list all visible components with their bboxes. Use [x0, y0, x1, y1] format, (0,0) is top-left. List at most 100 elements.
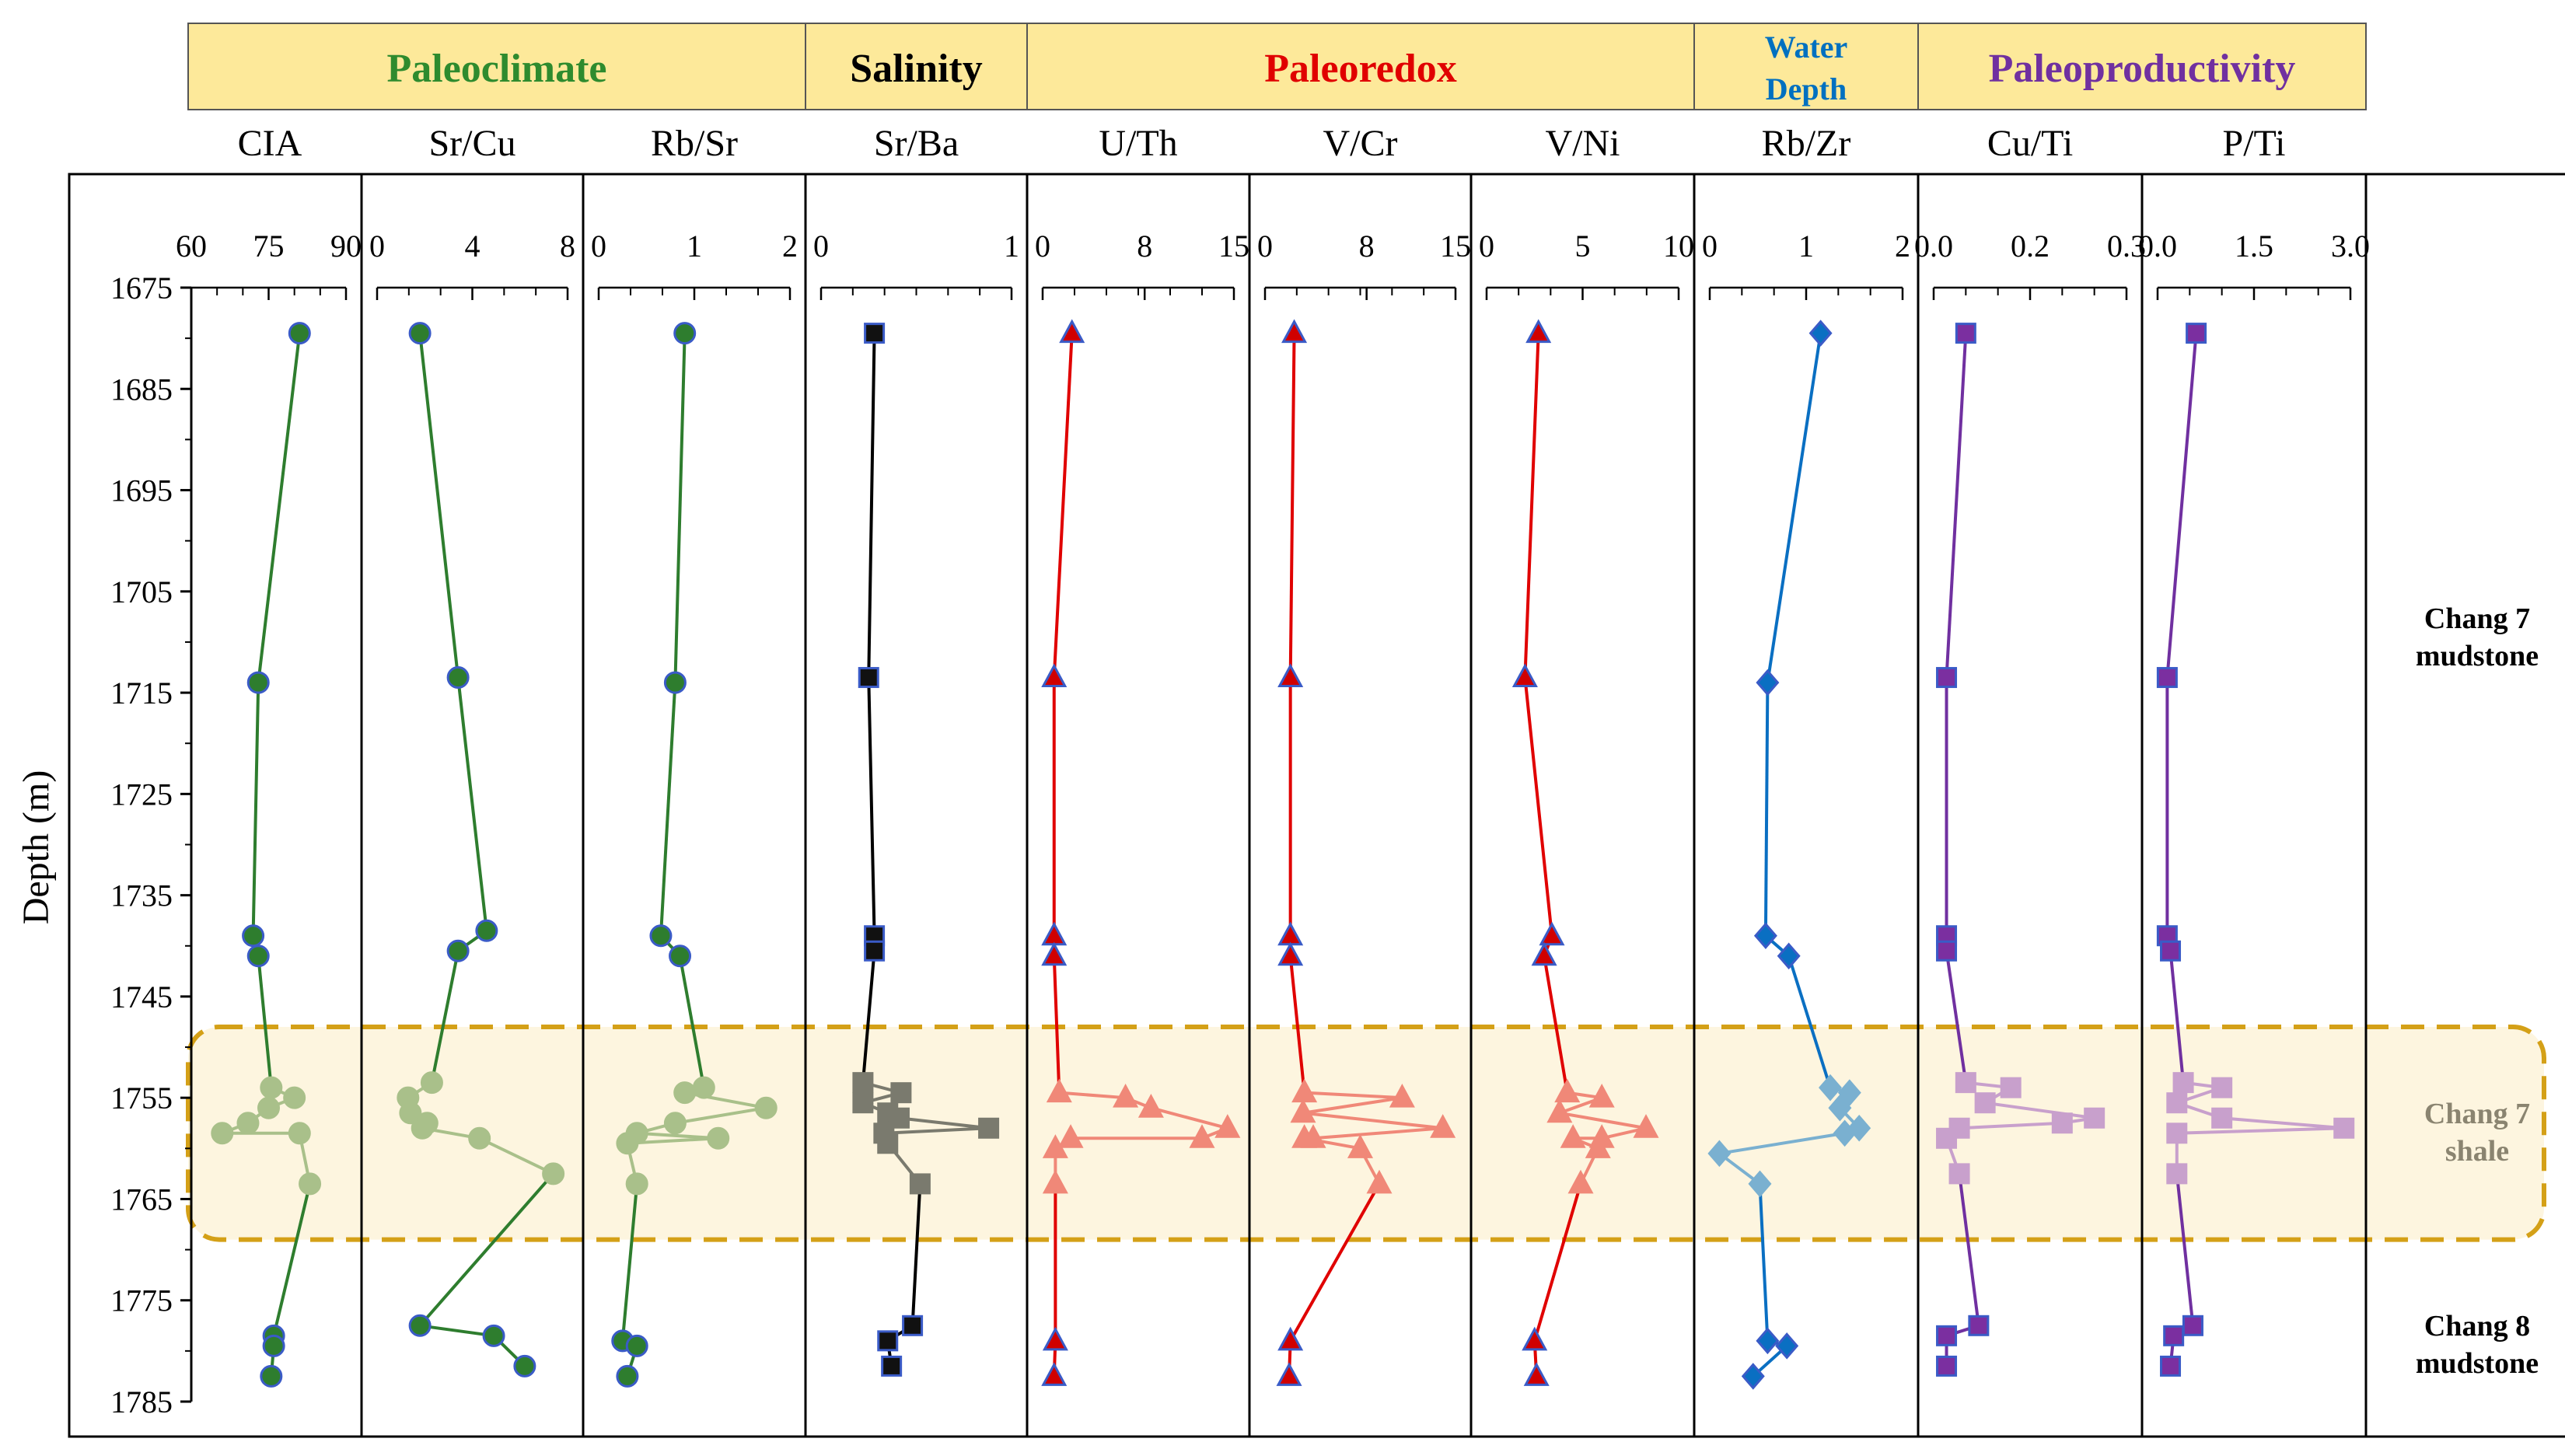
value-tick-label: 0 [369, 229, 385, 264]
data-point [1753, 922, 1777, 950]
zone-label-chang8-mudstone: mudstone [2416, 1347, 2539, 1380]
data-point [649, 924, 673, 948]
depth-tick-label: 1695 [110, 473, 173, 508]
series-segment [257, 333, 302, 683]
series-segment [1302, 1096, 1403, 1115]
depth-tick-label: 1755 [110, 1081, 173, 1116]
panel-cu-ti: Cu/Ti 0.0 0.2 0.3 [1914, 123, 2146, 1377]
data-point [1775, 1332, 1799, 1360]
data-point [1041, 1362, 1068, 1386]
series-segment [1052, 955, 1061, 1093]
group-header-cell [1693, 23, 1919, 110]
data-point [236, 1112, 260, 1135]
data-point [2000, 1077, 2022, 1098]
series-segment [1984, 1101, 2095, 1120]
data-point [513, 1354, 536, 1377]
data-point [1113, 1084, 1139, 1108]
data-point [446, 666, 470, 690]
panel-title: Sr/Cu [428, 123, 515, 164]
data-point [1366, 1169, 1393, 1194]
data-point [877, 1330, 899, 1352]
series-segment [1288, 333, 1296, 678]
value-tick-label: 5 [1575, 229, 1591, 264]
data-point [1539, 921, 1565, 946]
data-point [1777, 942, 1801, 970]
series-segment [867, 333, 876, 678]
data-point [246, 944, 270, 968]
data-point [1808, 319, 1833, 347]
data-point [1955, 323, 1976, 344]
data-point [1588, 1084, 1615, 1108]
data-point [2182, 1315, 2203, 1336]
zone-label-chang7-shale: shale [2445, 1135, 2509, 1168]
data-point [1955, 1072, 1976, 1094]
data-point [411, 1116, 434, 1140]
series-segment [2176, 1126, 2344, 1135]
data-point [1277, 941, 1304, 966]
data-point [408, 1314, 432, 1337]
data-point [616, 1132, 639, 1155]
data-point [1968, 1315, 1990, 1336]
data-point [420, 1071, 443, 1095]
zone-label-chang7-mudstone: Chang 7 [2424, 602, 2530, 635]
series-segment [456, 677, 488, 931]
data-point [2160, 1355, 2182, 1377]
data-point [1756, 1327, 1780, 1355]
data-point [1546, 1098, 1573, 1123]
group-header-label: Paleoredox [1264, 47, 1456, 91]
value-tick-label: 15 [1218, 229, 1249, 264]
group-header-cell [1917, 23, 2367, 110]
value-tick-label: 0.0 [1914, 229, 1953, 264]
group-header-cell [1026, 23, 1695, 110]
data-point [262, 1334, 285, 1357]
value-tick-label: 0 [813, 229, 829, 264]
data-point [864, 323, 886, 344]
value-tick-label: 0 [1702, 229, 1718, 264]
data-point [692, 1076, 715, 1099]
zone-label-chang7-mudstone: mudstone [2416, 640, 2539, 672]
data-point [881, 1355, 903, 1377]
data-point [283, 1086, 306, 1109]
data-point [625, 1334, 648, 1357]
data-point [242, 924, 265, 948]
depth-tick-label: 1705 [110, 574, 173, 609]
panel-v-ni: V/Ni 0 5 10 [1479, 123, 1694, 1386]
data-point [1041, 921, 1068, 946]
data-point [2166, 1123, 2188, 1144]
data-point [1633, 1114, 1659, 1138]
data-point [542, 1162, 565, 1185]
data-point [1819, 1074, 1842, 1102]
series-segment [1758, 1183, 1770, 1341]
data-point [1522, 1326, 1548, 1351]
group-header-label-line2: Depth [1766, 72, 1847, 106]
data-point [1041, 941, 1068, 966]
depth-tick-label: 1765 [110, 1182, 173, 1217]
data-point [902, 1315, 924, 1336]
data-point [1042, 1326, 1068, 1351]
data-point [1430, 1114, 1456, 1138]
series-segment [1302, 1111, 1443, 1130]
data-point [2156, 667, 2178, 689]
data-point [2084, 1107, 2105, 1129]
series-segment [1787, 955, 1832, 1088]
data-point [1057, 1124, 1084, 1148]
series-segment [257, 955, 273, 1088]
data-point [1936, 1325, 1958, 1346]
value-tick-label: 8 [1137, 229, 1152, 264]
value-tick-label: 90 [330, 229, 362, 264]
series-segment [1532, 1183, 1582, 1342]
data-point [616, 1364, 639, 1388]
stratigraphic-zone-labels: Chang 7 mudstone Chang 7 shale Chang 8 mudsto… [2416, 602, 2539, 1380]
series-segment [1304, 1091, 1403, 1100]
series-segment [418, 333, 460, 678]
data-point [399, 1102, 422, 1125]
data-point [299, 1172, 322, 1196]
value-tick-label: 1 [1798, 229, 1814, 264]
series-segment [272, 1183, 312, 1336]
group-header-label-line1: Water [1765, 30, 1848, 65]
data-point [1511, 663, 1538, 688]
value-tick-label: 8 [560, 229, 575, 264]
series-segment [1559, 1111, 1647, 1130]
data-point [1936, 940, 1958, 962]
value-tick-label: 1 [687, 229, 702, 264]
